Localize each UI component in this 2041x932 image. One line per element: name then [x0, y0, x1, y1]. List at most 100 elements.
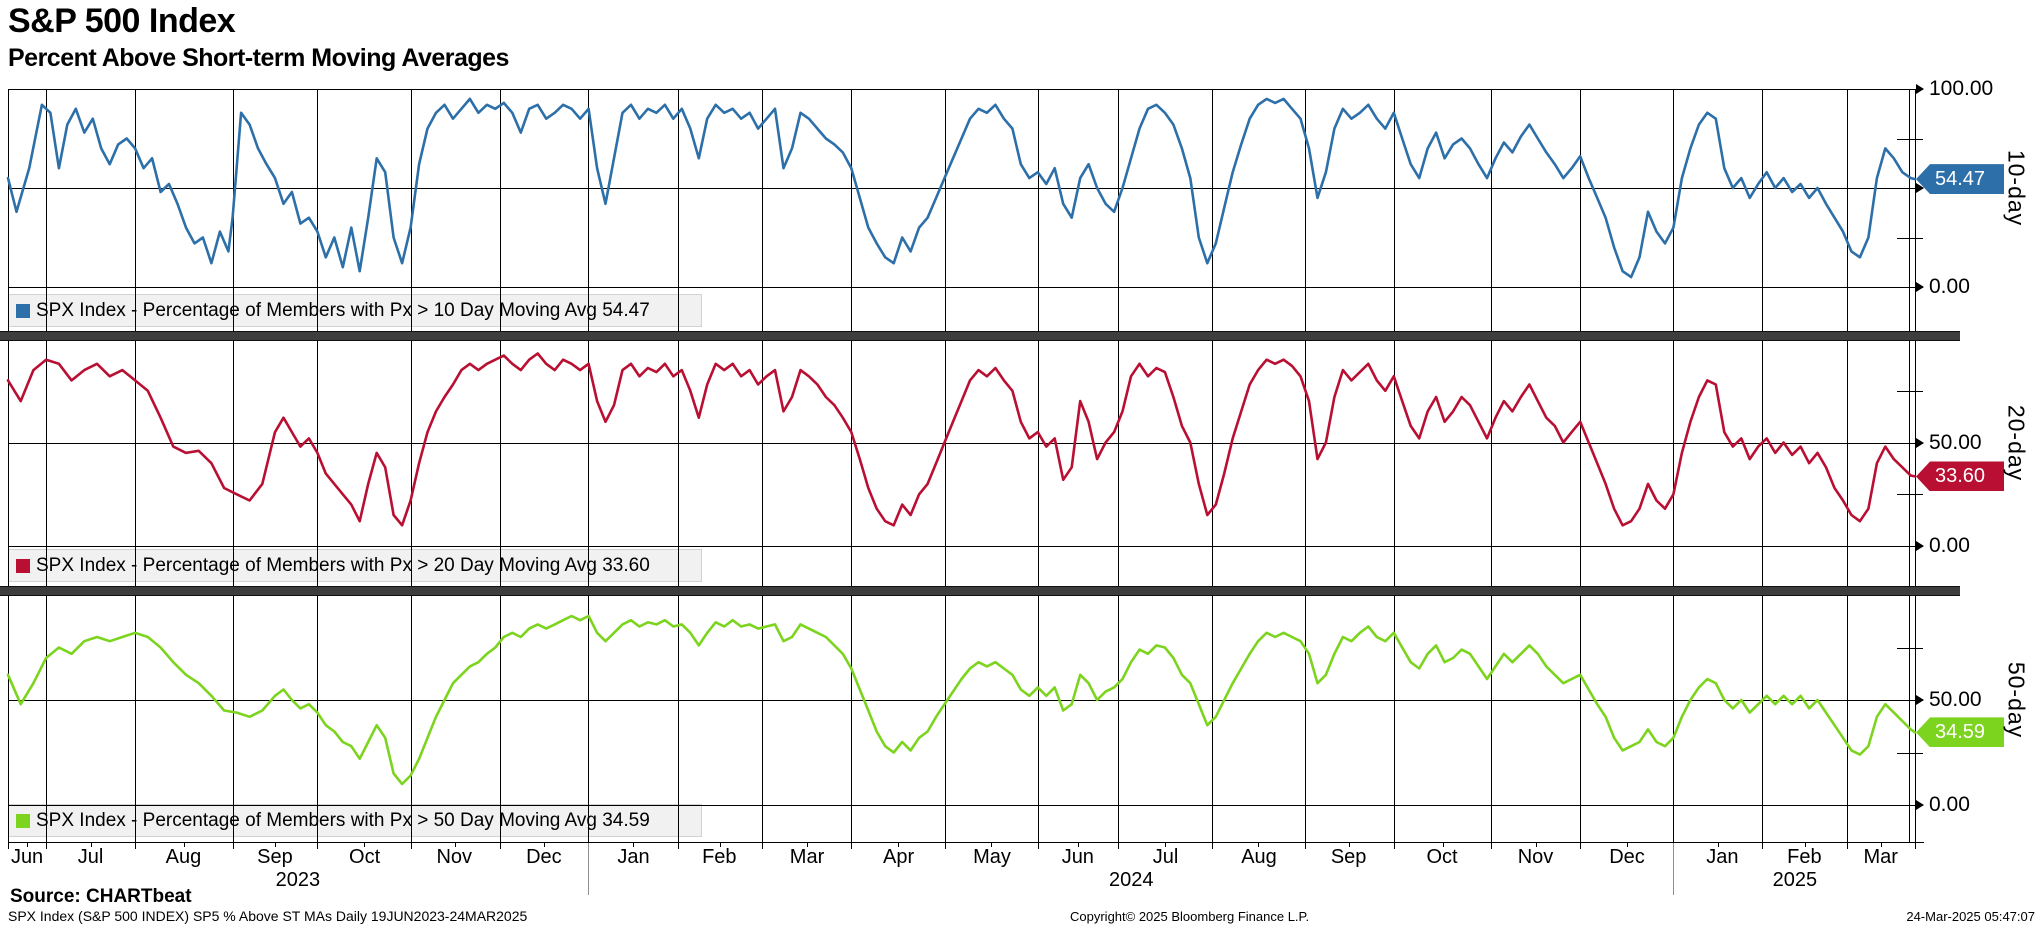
legend-label: SPX Index - Percentage of Members with P…: [36, 299, 650, 321]
x-minor-tick: [1535, 842, 1537, 847]
x-year-label: 2025: [1772, 869, 1818, 891]
x-minor-tick: [363, 842, 365, 847]
month-gridline: [588, 89, 590, 842]
x-major-tick: [317, 836, 319, 849]
legend-row[interactable]: SPX Index - Percentage of Members with P…: [8, 549, 702, 582]
y-tick-arrow-icon: [1916, 800, 1924, 810]
x-minor-tick: [806, 842, 808, 847]
month-gridline: [317, 89, 319, 842]
y-tick-label: 50.00: [1929, 430, 1982, 454]
x-major-tick: [1580, 836, 1582, 849]
x-month-label: Jun: [10, 846, 44, 868]
y-tick: [1897, 188, 1923, 189]
y-tick-arrow-icon: [1916, 695, 1924, 705]
x-major-tick: [944, 836, 946, 849]
y-tick: [1897, 647, 1923, 649]
y-tick-arrow-icon: [1916, 437, 1924, 448]
x-minor-tick: [719, 842, 721, 847]
x-major-tick: [1037, 836, 1039, 849]
month-gridline: [677, 89, 679, 842]
x-year-label: 2024: [1108, 869, 1154, 891]
y-gridline-0: [8, 546, 1915, 547]
y-gridline-0: [8, 805, 1915, 806]
legend-swatch-icon: [16, 813, 30, 828]
x-major-tick: [46, 836, 48, 849]
legend-box[interactable]: [8, 294, 702, 327]
last-value-badge: 54.47: [1916, 164, 2004, 195]
y-tick-arrow-icon: [1916, 541, 1924, 551]
x-minor-tick: [27, 842, 29, 847]
y-tick-label: 0.00: [1929, 275, 1970, 298]
x-minor-tick: [1164, 842, 1166, 847]
x-month-label: Oct: [1426, 846, 1458, 868]
panel-side-label: 50-day: [2003, 661, 2030, 739]
x-minor-tick: [1717, 842, 1719, 847]
month-gridline: [499, 89, 501, 842]
y-gridline-50: [8, 700, 1915, 701]
x-month-label: Oct: [349, 846, 381, 868]
legend-box[interactable]: [8, 804, 702, 837]
month-gridline: [135, 89, 137, 842]
x-month-label: Aug: [165, 846, 202, 868]
month-gridline: [1393, 89, 1395, 842]
x-major-tick: [1762, 836, 1764, 849]
legend-row[interactable]: SPX Index - Percentage of Members with P…: [8, 294, 702, 327]
x-month-label: Mar: [1863, 846, 1898, 868]
year-divider-line: [588, 843, 590, 895]
x-minor-tick: [1258, 842, 1260, 847]
legend-row[interactable]: SPX Index - Percentage of Members with P…: [8, 804, 702, 837]
x-month-label: Jul: [1152, 846, 1179, 868]
month-gridline: [232, 89, 234, 842]
x-month-label: Sep: [257, 846, 293, 868]
source-label: Source: CHARTbeat: [10, 886, 192, 907]
copyright-text: Copyright© 2025 Bloomberg Finance L.P.: [1070, 909, 1310, 924]
panel-side-label: 10-day: [2003, 149, 2030, 227]
y-tick-label: 100.00: [1929, 77, 1994, 100]
x-major-tick: [1118, 836, 1120, 849]
month-gridline: [1118, 89, 1120, 842]
month-gridline: [1211, 89, 1213, 842]
legend-swatch-icon: [16, 558, 30, 573]
x-month-label: Nov: [1517, 846, 1554, 868]
month-gridline: [1673, 89, 1675, 842]
y-tick: [1897, 494, 1923, 496]
panel-divider: [0, 331, 1960, 341]
x-major-tick: [1304, 836, 1306, 849]
month-gridline: [1304, 89, 1306, 842]
x-major-tick: [851, 836, 853, 849]
x-major-tick: [677, 836, 679, 849]
month-gridline: [851, 89, 853, 842]
x-minor-tick: [544, 842, 546, 847]
x-minor-tick: [991, 842, 993, 847]
x-major-tick: [8, 836, 9, 849]
x-month-label: Jun: [1061, 846, 1094, 868]
x-month-label: Jul: [77, 846, 104, 868]
y-tick-arrow-icon: [1916, 282, 1924, 292]
x-major-tick: [499, 836, 501, 849]
x-minor-tick: [1804, 842, 1806, 847]
x-month-label: Sep: [1330, 846, 1367, 868]
x-major-tick: [1491, 836, 1493, 849]
y-gridline-100: [8, 89, 1915, 90]
legend-box[interactable]: [8, 549, 702, 582]
legend-label: SPX Index - Percentage of Members with P…: [36, 809, 650, 831]
x-month-label: Nov: [436, 846, 473, 868]
legend-swatch-icon: [16, 303, 30, 318]
month-gridline: [1491, 89, 1493, 842]
page-title: S&P 500 Index: [8, 2, 236, 40]
x-month-label: Aug: [1241, 846, 1277, 868]
y-tick-label: 50.00: [1929, 688, 1982, 711]
x-month-label: Jan: [1706, 846, 1739, 868]
month-gridline: [1037, 89, 1039, 842]
month-gridline: [410, 89, 412, 842]
x-minor-tick: [455, 842, 457, 847]
x-axis-line: [8, 842, 1924, 843]
x-minor-tick: [1349, 842, 1351, 847]
x-major-tick: [135, 836, 137, 849]
y-gridline-50: [8, 188, 1915, 189]
x-minor-tick: [897, 842, 899, 847]
y-tick: [1897, 442, 1923, 444]
